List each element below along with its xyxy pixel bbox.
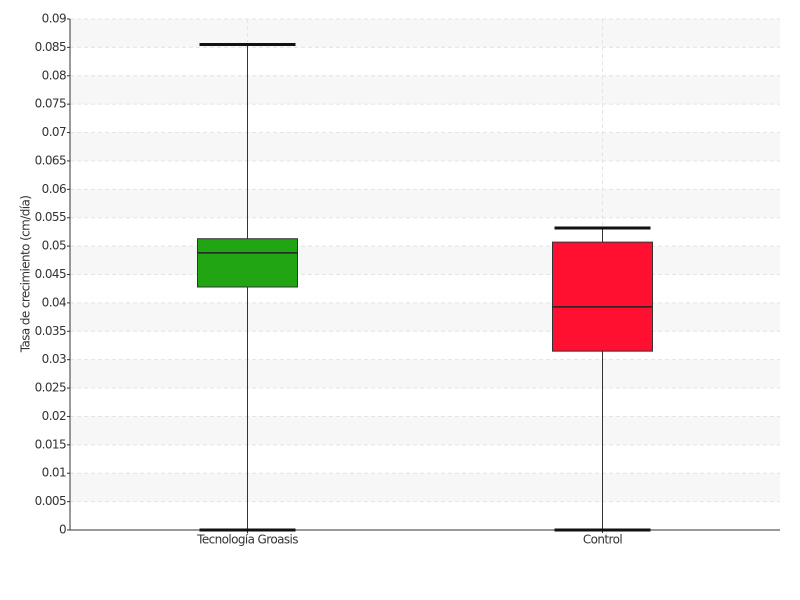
grid-band — [70, 359, 780, 389]
y-tick-label: 0.025 — [35, 381, 66, 395]
y-tick-label: 0.005 — [35, 494, 66, 508]
y-tick-label: 0.075 — [35, 97, 66, 111]
y-tick-label: 0.055 — [35, 210, 66, 224]
y-tick-label: 0.02 — [42, 409, 66, 423]
box — [552, 241, 653, 352]
y-tick-label: 0.01 — [42, 466, 66, 480]
x-tick-label: Control — [583, 533, 622, 547]
y-tick-label: 0.035 — [35, 324, 66, 338]
y-tick-label: 0.09 — [42, 12, 66, 26]
y-tick-label: 0.045 — [35, 267, 66, 281]
grid-band — [70, 246, 780, 275]
grid-band — [70, 19, 780, 48]
grid-band — [70, 189, 780, 218]
grid-band — [70, 416, 780, 445]
x-tick-label: Tecnología Groasis — [196, 533, 298, 547]
box — [197, 238, 298, 288]
y-tick-label: 0.05 — [42, 239, 66, 253]
y-tick-label: 0 — [59, 523, 66, 537]
grid-band — [70, 302, 780, 332]
grid-band — [70, 473, 780, 502]
y-tick-label: 0.03 — [42, 352, 66, 366]
y-tick-label: 0.015 — [35, 437, 66, 451]
y-tick-label: 0.065 — [35, 153, 66, 167]
y-tick-label: 0.06 — [42, 182, 66, 196]
y-tick-label: 0.04 — [42, 295, 66, 309]
y-axis-label: Tasa de crecimiento (cm/día) — [19, 196, 33, 354]
y-tick-label: 0.07 — [42, 125, 66, 139]
y-tick-label: 0.085 — [35, 40, 66, 54]
y-tick-label: 0.08 — [42, 68, 66, 82]
grid-band — [70, 132, 780, 161]
grid-band — [70, 75, 780, 105]
